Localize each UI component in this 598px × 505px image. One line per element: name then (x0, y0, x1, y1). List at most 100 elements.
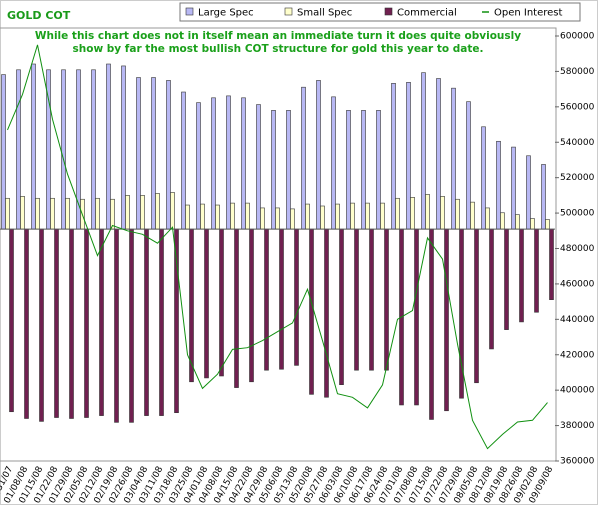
bar (331, 96, 336, 230)
y2-tick-label: 540000 (560, 138, 595, 148)
bar (530, 218, 535, 230)
bar (489, 228, 494, 350)
bar (166, 80, 171, 230)
bar (474, 228, 479, 384)
bar (361, 110, 366, 230)
bar (444, 228, 449, 412)
y2-tick-label: 480000 (560, 244, 595, 254)
plot-area (0, 27, 557, 462)
legend-box (179, 2, 581, 22)
bar (234, 228, 239, 388)
bar (466, 101, 471, 230)
bar (440, 196, 445, 230)
bar (121, 65, 126, 230)
legend-swatch (384, 7, 393, 16)
bar (16, 69, 21, 230)
bar (391, 83, 396, 230)
bar (69, 228, 74, 419)
bar (189, 228, 194, 383)
bar (159, 228, 164, 416)
bar (421, 72, 426, 230)
bar (129, 228, 134, 423)
bar (395, 197, 400, 230)
bar (151, 77, 156, 230)
bar (181, 91, 186, 230)
bar (496, 140, 501, 230)
bar (534, 228, 539, 313)
y2-tick-label: 460000 (560, 279, 595, 289)
bar (196, 102, 201, 230)
bar (339, 228, 344, 385)
bar (200, 203, 205, 230)
bar (174, 228, 179, 414)
bar (316, 80, 321, 230)
bar (170, 192, 175, 230)
y2-tick-label: 580000 (560, 67, 595, 77)
bar (1, 74, 6, 230)
bar (481, 126, 486, 230)
y2-tick-label: 380000 (560, 421, 595, 431)
bar (384, 228, 389, 371)
bar (279, 228, 284, 370)
bar (110, 198, 115, 230)
bar (24, 228, 29, 419)
bar (215, 204, 220, 230)
bar (264, 228, 269, 371)
y2-tick-label: 360000 (560, 457, 595, 467)
bar (541, 164, 546, 230)
bar (500, 212, 505, 230)
bar (9, 228, 14, 413)
bar (414, 228, 419, 406)
bar (20, 196, 25, 230)
bar (451, 87, 456, 230)
bar (275, 207, 280, 230)
bar (425, 194, 430, 230)
bar (354, 228, 359, 371)
bar (106, 63, 111, 230)
bar (545, 219, 550, 230)
bar (455, 198, 460, 230)
bar (136, 77, 141, 230)
bar (365, 202, 370, 230)
bar (144, 228, 149, 416)
bar (369, 228, 374, 371)
bar (301, 86, 306, 230)
bar (249, 228, 254, 383)
bar (380, 202, 385, 230)
bar (39, 228, 44, 422)
annotation: While this chart does not in itself mean… (35, 30, 521, 42)
legend-label: Commercial (397, 8, 457, 19)
bar (99, 228, 104, 416)
line (7, 44, 548, 450)
annotation: show by far the most bullish COT structu… (73, 43, 484, 55)
bar (5, 197, 10, 230)
bar (185, 204, 190, 230)
legend-swatch (284, 7, 293, 16)
bar (31, 63, 36, 230)
chart-title: GOLD COT (7, 9, 71, 22)
bar (204, 228, 209, 379)
bar (260, 207, 265, 230)
y2-tick-label: 420000 (560, 350, 595, 360)
bar (226, 95, 231, 230)
y2-tick-label: 560000 (560, 102, 595, 112)
y2-tick-label: 500000 (560, 209, 595, 219)
bar (320, 205, 325, 230)
bar (406, 82, 411, 230)
legend-label: Small Spec (297, 8, 352, 19)
bar (436, 78, 441, 230)
bar (376, 110, 381, 230)
legend-label: Open Interest (494, 8, 563, 19)
bar (61, 69, 66, 230)
bar (65, 197, 70, 230)
bar (549, 228, 554, 300)
legend-label: Large Spec (198, 8, 254, 19)
bar (429, 228, 434, 420)
bar (286, 110, 291, 230)
bar (219, 228, 224, 377)
bar (324, 228, 329, 398)
bar (309, 228, 314, 395)
bar (95, 197, 100, 230)
bar (140, 195, 145, 230)
